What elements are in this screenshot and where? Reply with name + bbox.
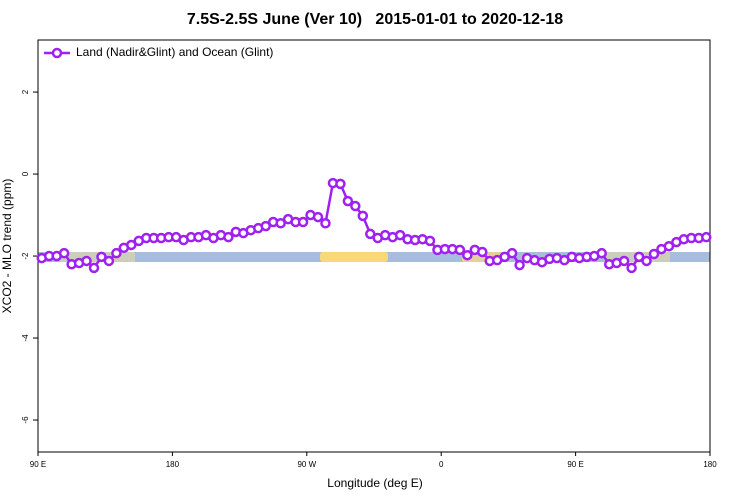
data-point: [312, 211, 324, 223]
x-tick-label: 90 E: [567, 460, 583, 469]
land-band: [320, 252, 388, 262]
x-tick-label: 0: [439, 460, 444, 469]
y-tick-label: 0: [21, 171, 30, 176]
data-point: [126, 239, 137, 251]
data-point: [357, 210, 369, 222]
data-point: [648, 248, 660, 260]
legend-label: Land (Nadir&Glint) and Ocean (Glint): [76, 45, 273, 59]
data-point: [58, 247, 70, 259]
legend-marker: [51, 47, 63, 59]
data-point: [111, 247, 122, 259]
x-tick-label: 180: [703, 460, 717, 469]
y-tick-label: -2: [21, 252, 30, 260]
data-point: [223, 231, 234, 243]
data-point: [335, 178, 346, 190]
chart-title: 7.5S-2.5S June (Ver 10) 2015-01-01 to 20…: [187, 11, 563, 28]
data-point: [81, 255, 92, 267]
data-point: [462, 249, 473, 261]
x-tick-label: 180: [166, 460, 180, 469]
data-point: [633, 251, 645, 263]
data-point: [506, 247, 518, 259]
plot-frame: [37, 39, 711, 453]
data-point: [394, 229, 406, 241]
data-point: [275, 217, 286, 229]
x-tick-label: 90 W: [297, 460, 316, 469]
data-point: [260, 220, 271, 232]
x-axis-label: Longitude (deg E): [327, 476, 422, 490]
y-axis-label: XCO2 - MLO trend (ppm): [0, 179, 14, 314]
data-point: [96, 251, 107, 263]
data-point: [297, 216, 309, 228]
data-point: [596, 247, 607, 259]
data-point: [663, 240, 675, 252]
data-point: [618, 255, 630, 267]
data-point: [365, 228, 376, 240]
data-point: [342, 195, 354, 207]
data-point: [701, 231, 712, 243]
y-tick-label: 2: [21, 89, 30, 94]
data-point: [350, 200, 361, 212]
y-tick-label: -6: [21, 416, 30, 424]
x-tick-label: 90 E: [30, 460, 46, 469]
data-point: [103, 255, 115, 267]
data-point: [424, 235, 436, 247]
y-tick-label: -4: [21, 334, 30, 342]
data-point: [320, 217, 331, 229]
data-point: [626, 262, 637, 274]
data-point: [514, 259, 525, 271]
data-point: [88, 262, 100, 274]
data-point: [477, 246, 488, 258]
data-point: [641, 255, 652, 267]
data-point: [454, 244, 466, 256]
